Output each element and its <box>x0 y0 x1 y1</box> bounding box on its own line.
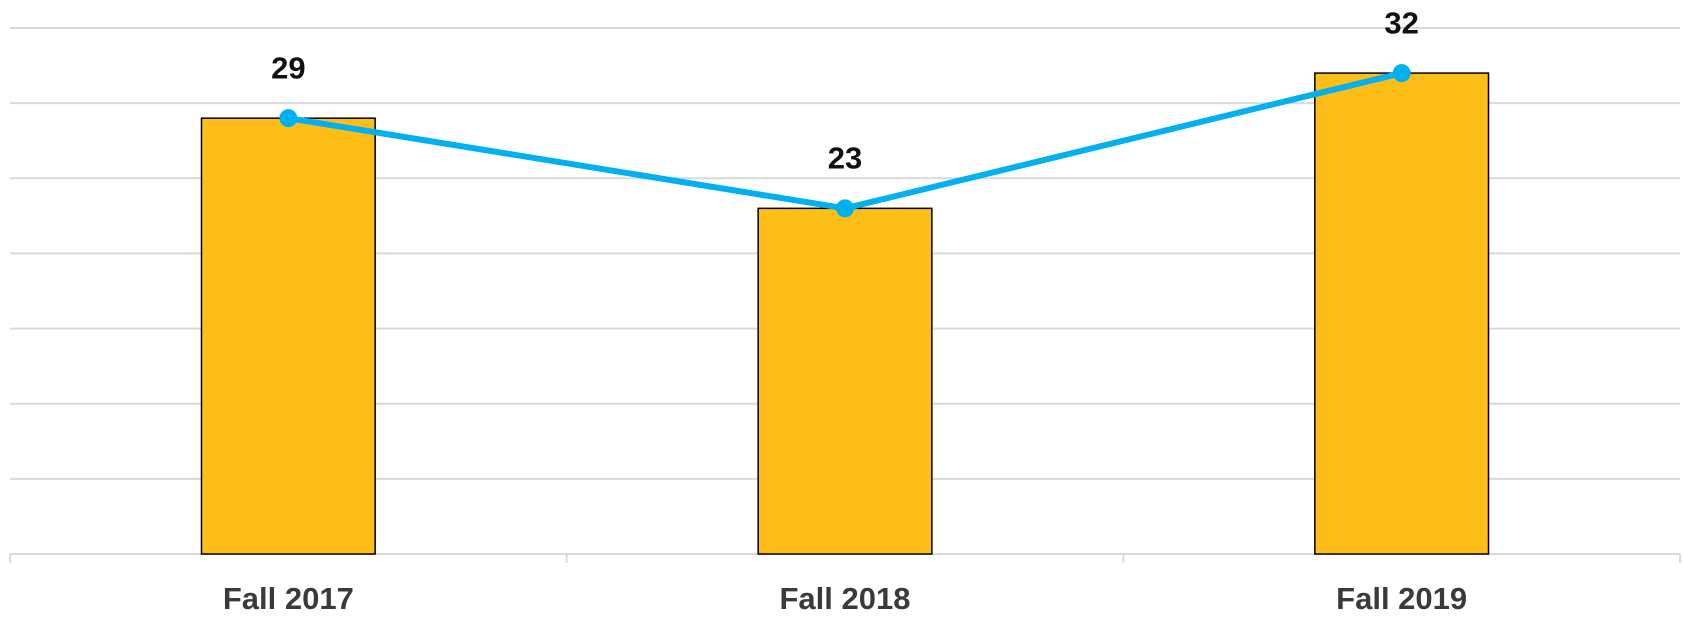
x-tick-label: Fall 2017 <box>223 581 354 616</box>
line-marker <box>1392 64 1411 83</box>
bar <box>757 207 933 555</box>
data-label: 23 <box>828 141 862 176</box>
x-tick-label: Fall 2018 <box>780 581 911 616</box>
data-label: 32 <box>1384 5 1418 40</box>
bar <box>1314 72 1490 555</box>
data-label: 29 <box>271 50 305 85</box>
line-marker <box>836 199 854 218</box>
bar <box>200 117 376 555</box>
x-tick-label: Fall 2019 <box>1336 581 1467 616</box>
line-marker <box>279 109 298 128</box>
